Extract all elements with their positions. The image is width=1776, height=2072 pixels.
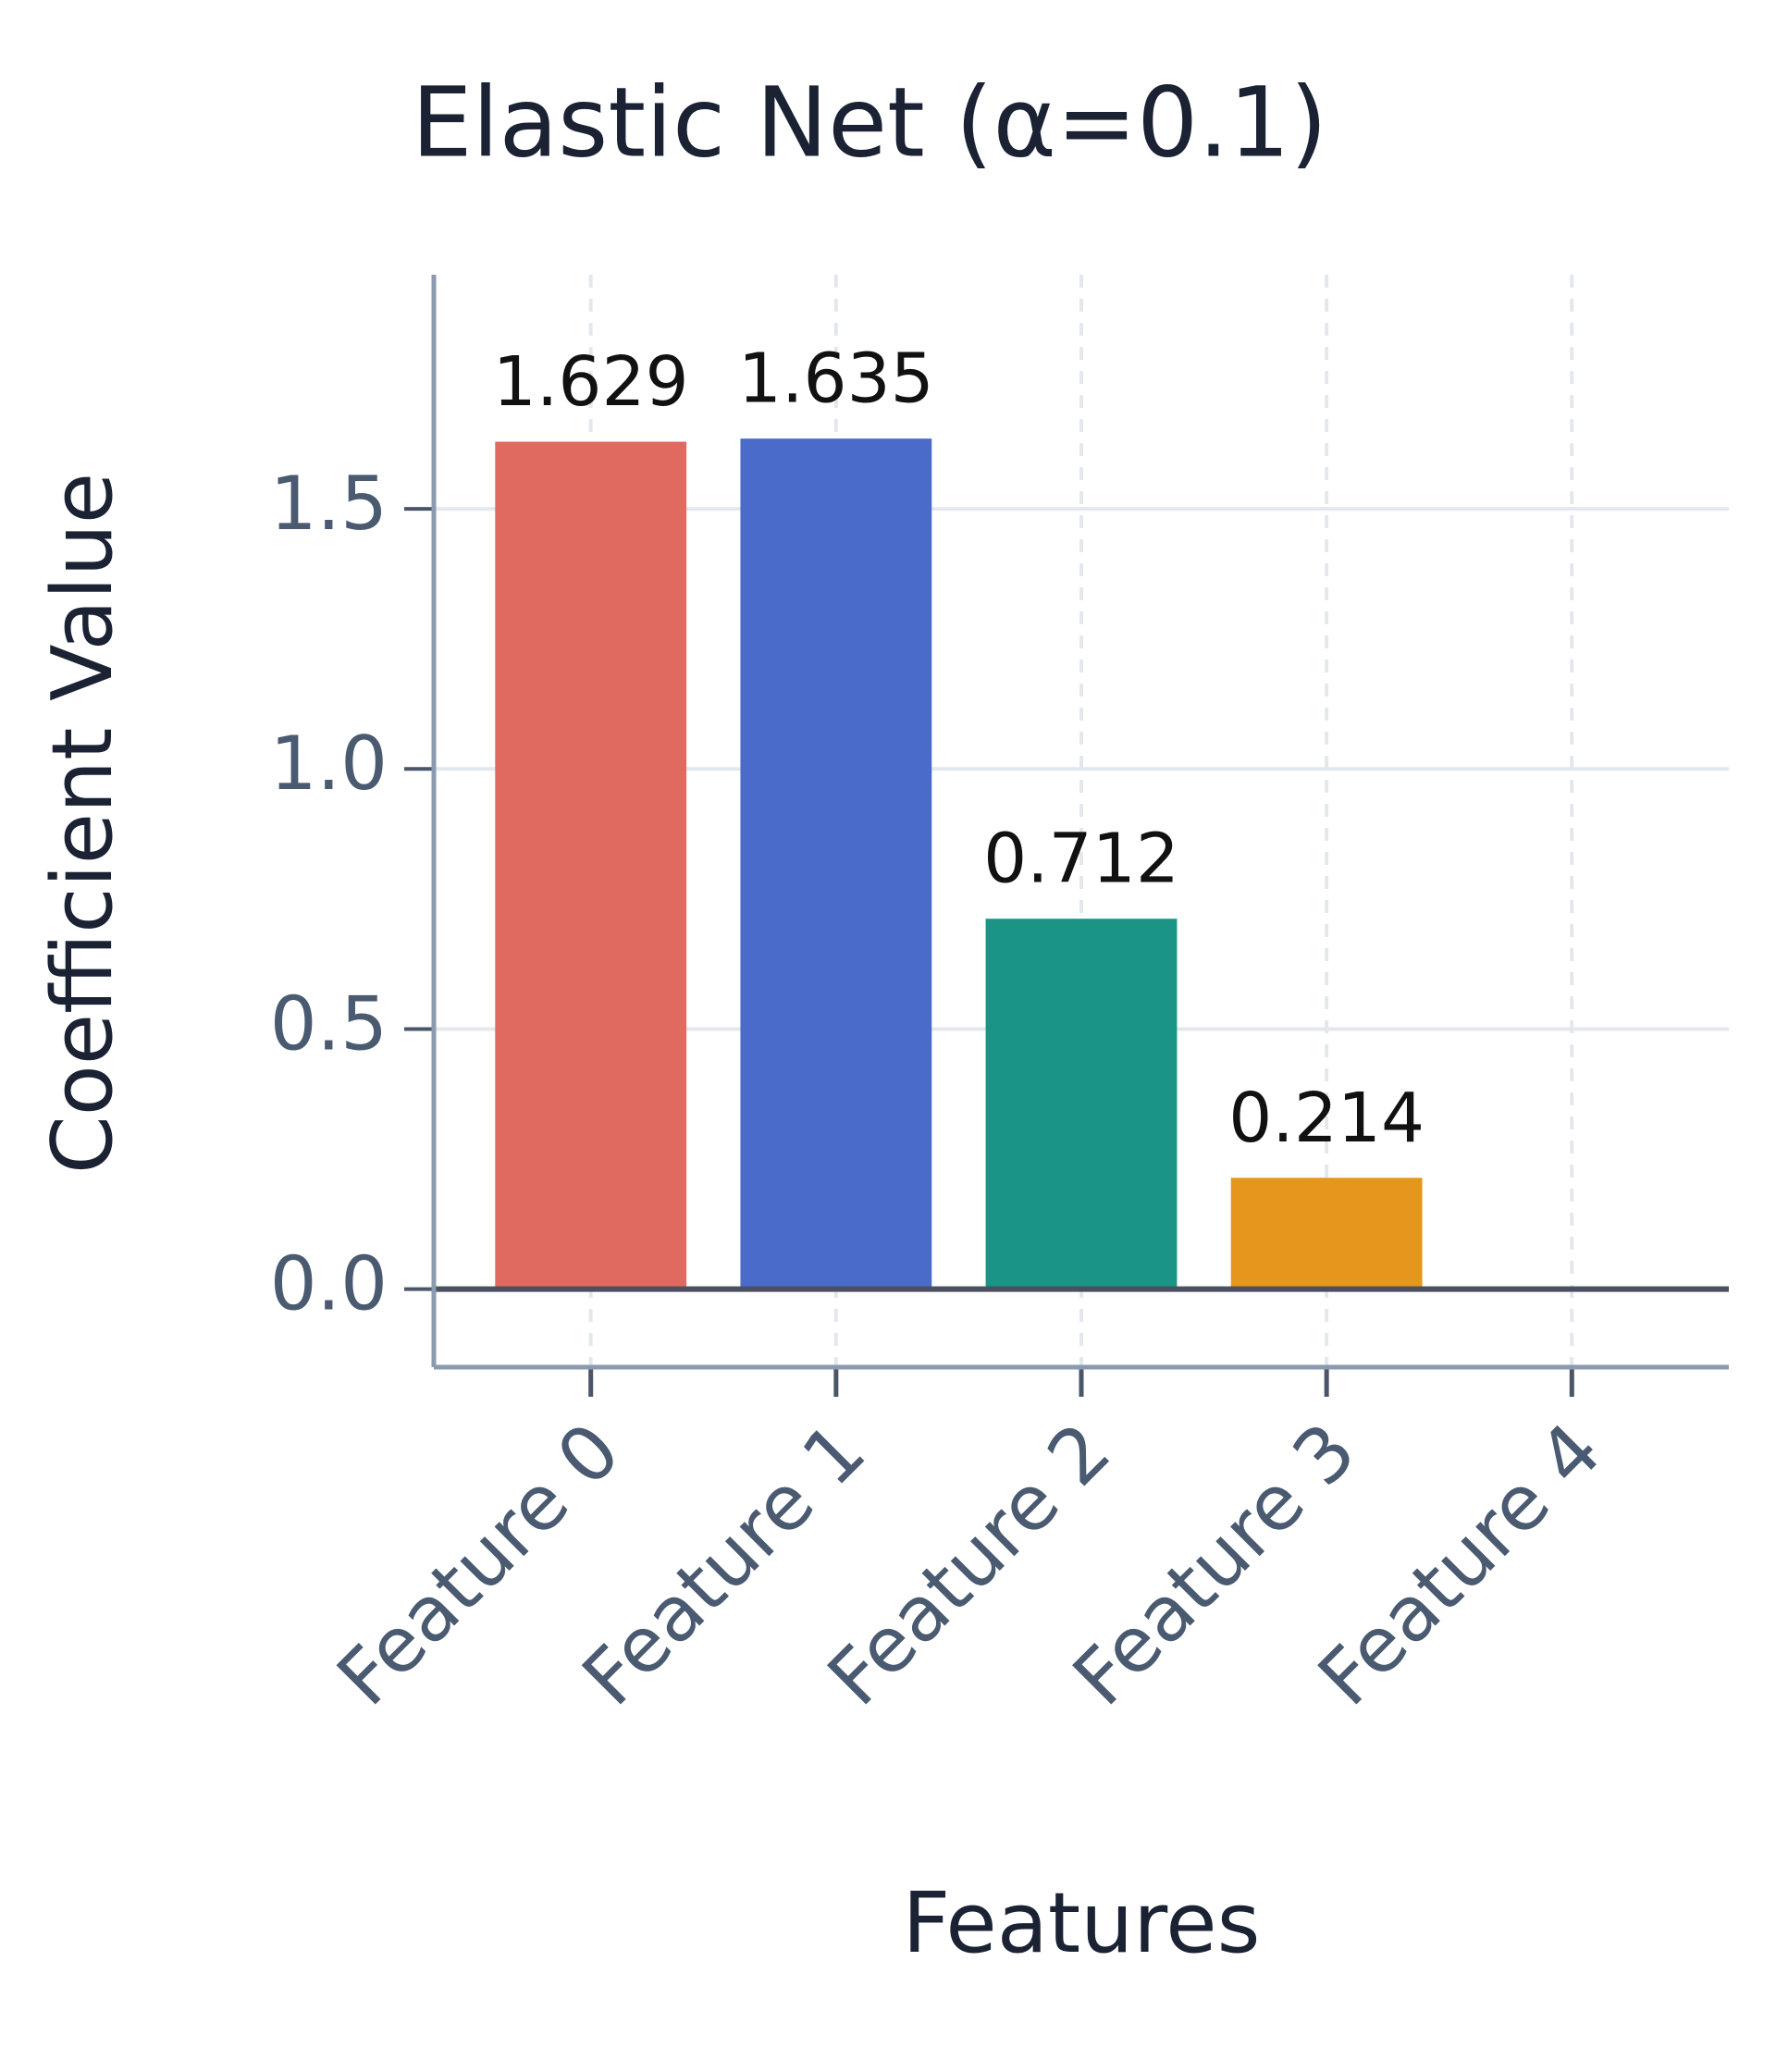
- bar: [985, 919, 1178, 1289]
- x-axis-label: Features: [903, 1875, 1261, 1972]
- data-label: 1.635: [738, 339, 934, 419]
- y-tick-label: 0.5: [270, 980, 388, 1067]
- chart-title: Elastic Net (α=0.1): [412, 66, 1327, 179]
- y-tick-label: 0.0: [270, 1241, 388, 1327]
- bar: [740, 438, 932, 1289]
- data-label: 0.712: [983, 820, 1179, 899]
- bar: [1230, 1178, 1423, 1289]
- data-label: 0.214: [1228, 1079, 1424, 1158]
- data-label: 1.629: [493, 342, 689, 422]
- y-tick-label: 1.0: [270, 721, 388, 807]
- y-tick-label: 1.5: [270, 461, 388, 547]
- bar: [495, 441, 687, 1289]
- y-axis-label: Coefficient Value: [34, 473, 131, 1174]
